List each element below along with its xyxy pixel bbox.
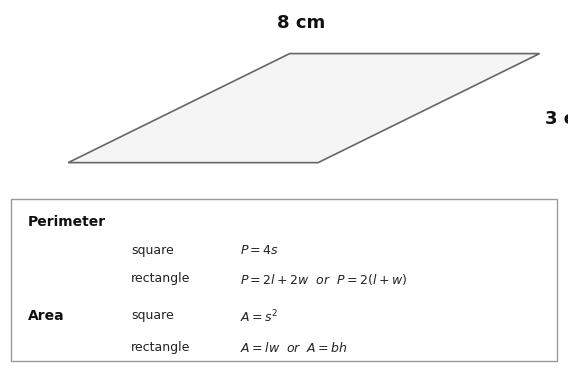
FancyBboxPatch shape — [11, 199, 557, 361]
Text: rectangle: rectangle — [131, 272, 191, 284]
Text: $P = 4s$: $P = 4s$ — [240, 244, 279, 257]
Text: square: square — [131, 309, 174, 322]
Polygon shape — [68, 54, 540, 163]
Text: $A = lw$  or  $A = bh$: $A = lw$ or $A = bh$ — [240, 341, 348, 355]
Text: rectangle: rectangle — [131, 341, 191, 354]
Text: Perimeter: Perimeter — [28, 215, 106, 229]
Text: Area: Area — [28, 309, 64, 323]
Text: 3 cm: 3 cm — [545, 110, 568, 128]
Text: square: square — [131, 244, 174, 257]
Text: $A = s^2$: $A = s^2$ — [240, 309, 279, 325]
Text: $P = 2l + 2w$  or  $P = 2(l + w)$: $P = 2l + 2w$ or $P = 2(l + w)$ — [240, 272, 407, 287]
Text: 8 cm: 8 cm — [277, 14, 325, 32]
